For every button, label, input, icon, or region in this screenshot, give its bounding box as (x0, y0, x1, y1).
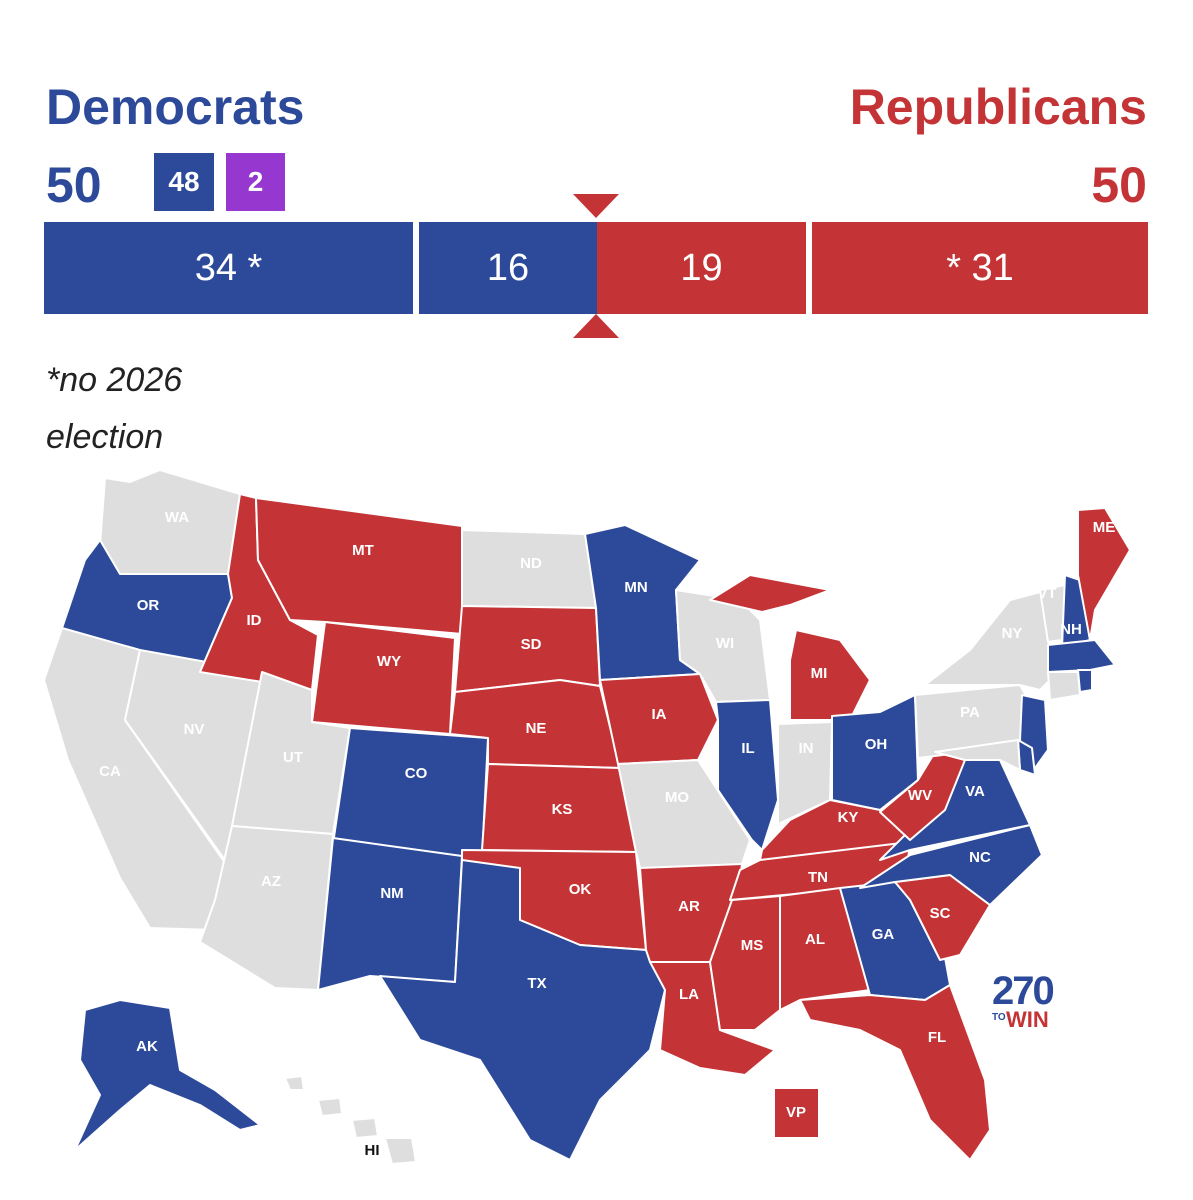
label-LA: LA (679, 986, 699, 1003)
label-WI: WI (716, 635, 734, 652)
label-NC: NC (969, 849, 991, 866)
state-HI[interactable] (284, 1075, 417, 1165)
label-AZ: AZ (261, 873, 281, 890)
label-WA: WA (165, 509, 189, 526)
label-OH: OH (865, 736, 888, 753)
label-VP: VP (786, 1104, 806, 1121)
state-WY[interactable] (311, 621, 456, 735)
label-ID: ID (247, 612, 262, 629)
label-AR: AR (678, 898, 700, 915)
label-MO: MO (665, 789, 689, 806)
label-KS: KS (552, 801, 573, 818)
state-MA[interactable] (1047, 639, 1116, 673)
independent-seats-badge: 2 (226, 153, 285, 211)
state-NM[interactable] (317, 837, 463, 991)
rep-not-up-segment[interactable]: * 31 (812, 222, 1148, 314)
state-RI[interactable] (1077, 669, 1093, 693)
label-IN: IN (799, 740, 814, 757)
state-NC[interactable] (859, 824, 1043, 906)
label-WY: WY (377, 653, 401, 670)
label-IL: IL (741, 740, 754, 757)
state-IL[interactable] (715, 699, 779, 851)
label-WV: WV (908, 787, 932, 804)
footnote: *no 2026 election (46, 352, 346, 466)
label-NY: NY (1002, 625, 1023, 642)
label-IA: IA (652, 706, 667, 723)
label-VA: VA (965, 783, 985, 800)
label-ME: ME (1093, 519, 1116, 536)
label-NV: NV (184, 721, 205, 738)
rep-up-segment[interactable]: 19 (597, 222, 806, 314)
label-MI: MI (811, 665, 828, 682)
label-NH: NH (1060, 621, 1082, 638)
label-PA: PA (960, 704, 980, 721)
label-CA: CA (99, 763, 121, 780)
label-OR: OR (137, 597, 160, 614)
state-MD[interactable] (934, 739, 1021, 771)
label-SC: SC (930, 905, 951, 922)
dem-up-segment[interactable]: 16 (419, 222, 597, 314)
state-ME[interactable] (1077, 507, 1131, 641)
label-TX: TX (527, 975, 546, 992)
label-AL: AL (805, 931, 825, 948)
state-CT[interactable] (1047, 671, 1081, 701)
footnote-line-2: election (46, 418, 164, 456)
majority-marker-bottom-icon (573, 314, 619, 338)
democrats-total: 50 (46, 157, 102, 213)
label-MS: MS (741, 937, 764, 954)
state-TX[interactable] (379, 859, 666, 1161)
dem-not-up-segment[interactable]: 34 * (44, 222, 413, 314)
label-KY: KY (838, 809, 859, 826)
label-NE: NE (526, 720, 547, 737)
label-OK: OK (569, 881, 592, 898)
logo-number: 270 (992, 969, 1055, 1013)
label-GA: GA (872, 926, 895, 943)
state-NY[interactable] (924, 589, 1051, 691)
state-AL[interactable] (779, 887, 871, 1011)
label-MT: MT (352, 542, 374, 559)
label-CO: CO (405, 765, 428, 782)
logo-win: WIN (1006, 1007, 1049, 1032)
270towin-logo: 270 TO WIN (992, 970, 1072, 1040)
label-AK: AK (136, 1038, 158, 1055)
democrat-seats-badge: 48 (154, 153, 214, 211)
label-NM: NM (380, 885, 403, 902)
label-UT: UT (283, 749, 303, 766)
democrats-title: Democrats (46, 79, 305, 135)
state-AZ[interactable] (199, 825, 334, 991)
logo-to: TO (992, 1012, 1006, 1023)
label-HI: HI (365, 1142, 380, 1159)
state-MT[interactable] (255, 497, 463, 635)
label-FL: FL (928, 1029, 946, 1046)
republicans-total: 50 (1091, 157, 1147, 213)
state-VP[interactable] (773, 1087, 820, 1139)
state-IA[interactable] (599, 673, 719, 765)
majority-marker-top-icon (573, 194, 619, 218)
republicans-title: Republicans (849, 79, 1147, 135)
state-AK[interactable] (74, 999, 261, 1151)
footnote-line-1: *no 2026 (46, 361, 183, 399)
label-TN: TN (808, 869, 828, 886)
state-CO[interactable] (332, 727, 489, 859)
label-VT: VT (1037, 585, 1056, 602)
state-FL[interactable] (799, 984, 991, 1161)
label-SD: SD (521, 636, 542, 653)
label-MN: MN (624, 579, 647, 596)
label-ND: ND (520, 555, 542, 572)
